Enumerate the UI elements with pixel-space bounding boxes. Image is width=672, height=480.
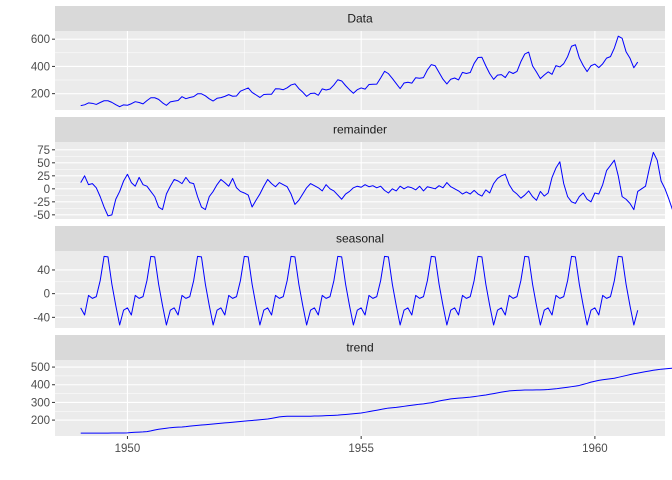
facet-strip-seasonal [55, 226, 665, 251]
panel-background [55, 142, 665, 219]
series-line-Data [80, 35, 639, 108]
y-tick-label: 200 [31, 89, 50, 101]
y-tick-label: 0 [44, 184, 50, 196]
y-tick-label: 25 [37, 171, 50, 183]
y-tick-label: 40 [37, 265, 50, 277]
y-tick-label: 50 [37, 158, 50, 170]
facet-strip-label: remainder [333, 123, 387, 137]
facet-strip-remainder [55, 117, 665, 142]
y-tick-label: -50 [33, 210, 50, 222]
series-line-seasonal [80, 255, 639, 326]
x-tick-label: 1950 [115, 443, 141, 455]
facet-strip-label: seasonal [336, 232, 384, 246]
series-line-remainder [80, 151, 672, 217]
facet-strip-trend [55, 335, 665, 360]
panel-background [55, 251, 665, 328]
facet-strip-label: trend [346, 341, 373, 355]
y-tick-label: 600 [31, 34, 50, 46]
y-tick-label: 75 [37, 145, 50, 157]
panel-background [55, 360, 665, 436]
y-tick-label: -25 [33, 197, 50, 209]
facet-strip-label: Data [347, 12, 373, 26]
panel-background [55, 31, 665, 110]
x-tick-label: 1960 [582, 443, 608, 455]
y-tick-label: 300 [31, 397, 50, 409]
facet-strip-Data [55, 6, 665, 31]
y-tick-label: -40 [33, 312, 50, 324]
x-tick-label: 1955 [348, 443, 374, 455]
y-tick-label: 400 [31, 380, 50, 392]
y-tick-label: 200 [31, 415, 50, 427]
series-line-trend [80, 367, 672, 434]
y-tick-label: 500 [31, 362, 50, 374]
y-tick-label: 0 [44, 289, 50, 301]
y-tick-label: 400 [31, 61, 50, 73]
